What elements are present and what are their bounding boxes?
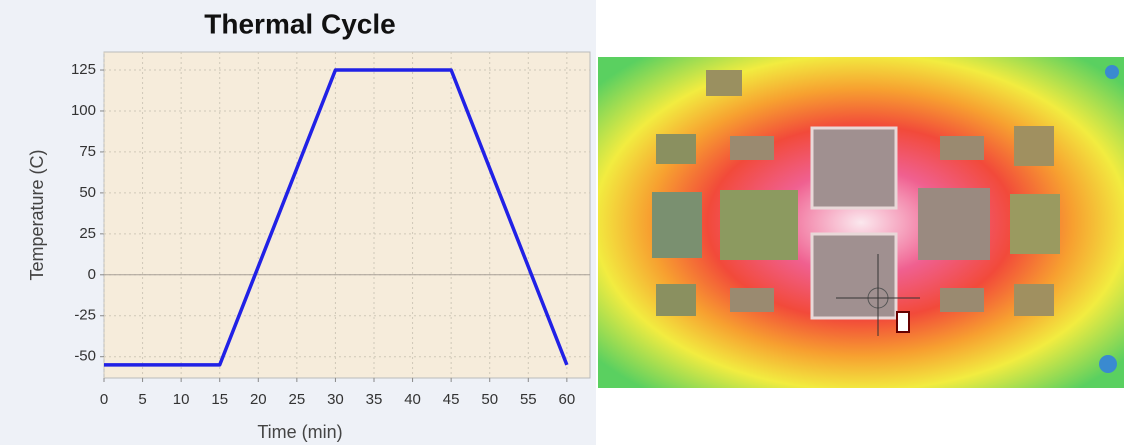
x-tick-label: 10 xyxy=(173,391,190,408)
chip xyxy=(730,136,774,160)
x-tick-label: 30 xyxy=(327,391,344,408)
x-tick-label: 0 xyxy=(100,391,108,408)
mount-hole xyxy=(1105,65,1119,79)
x-tick-label: 5 xyxy=(138,391,146,408)
chip xyxy=(720,190,798,260)
x-axis-label: Time (min) xyxy=(257,422,342,442)
thermal-image xyxy=(598,57,1124,388)
chip xyxy=(656,284,696,316)
y-tick-label: 100 xyxy=(71,102,96,119)
chip xyxy=(706,70,742,96)
y-tick-label: 25 xyxy=(79,225,96,242)
chip xyxy=(1014,284,1054,316)
x-tick-label: 45 xyxy=(443,391,460,408)
y-tick-label: -25 xyxy=(74,307,96,324)
plot-area xyxy=(104,52,590,378)
x-tick-label: 20 xyxy=(250,391,267,408)
chip xyxy=(940,136,984,160)
y-tick-label: 0 xyxy=(88,266,96,283)
y-tick-label: -50 xyxy=(74,348,96,365)
y-tick-label: 75 xyxy=(79,143,96,160)
chip xyxy=(940,288,984,312)
chip xyxy=(656,134,696,164)
y-tick-label: 50 xyxy=(79,184,96,201)
chip xyxy=(652,192,702,258)
marker-box xyxy=(897,312,909,332)
x-tick-label: 15 xyxy=(211,391,228,408)
y-axis-label: Temperature (C) xyxy=(27,149,47,280)
chip xyxy=(812,234,896,318)
chip xyxy=(812,128,896,208)
chip xyxy=(918,188,990,260)
x-tick-label: 40 xyxy=(404,391,421,408)
x-tick-label: 55 xyxy=(520,391,537,408)
chip xyxy=(730,288,774,312)
x-tick-label: 60 xyxy=(559,391,576,408)
page: Thermal Cycle Time (min) Temperature (C)… xyxy=(0,0,1124,445)
chip xyxy=(1010,194,1060,254)
x-tick-label: 50 xyxy=(481,391,498,408)
screenshot: Thermal Cycle Time (min) Temperature (C)… xyxy=(0,0,1124,445)
chart-title: Thermal Cycle xyxy=(204,8,395,39)
chip xyxy=(1014,126,1054,166)
mount-hole xyxy=(1099,355,1117,373)
x-tick-label: 25 xyxy=(289,391,306,408)
y-tick-label: 125 xyxy=(71,61,96,78)
x-tick-label: 35 xyxy=(366,391,383,408)
